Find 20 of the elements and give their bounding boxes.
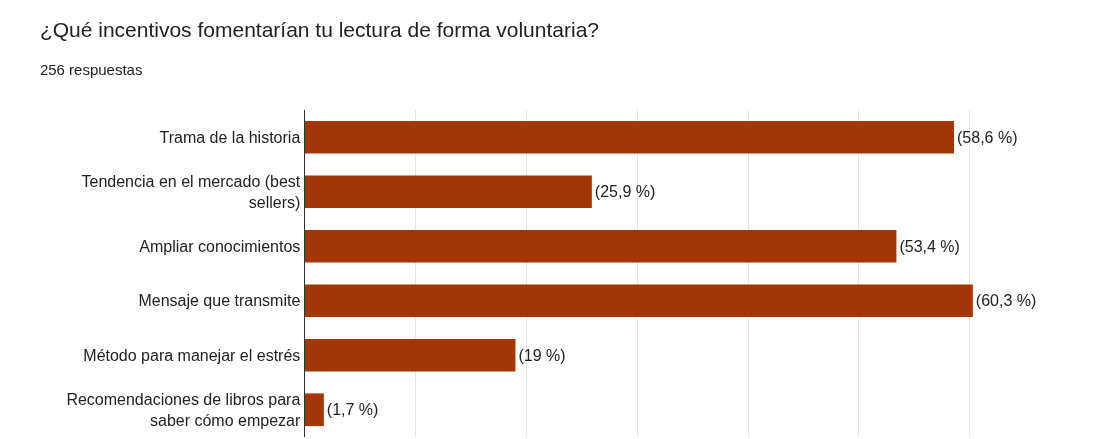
data-label: (53,4 %) bbox=[899, 237, 960, 255]
y-tick-label: Mensaje que transmite bbox=[138, 292, 301, 310]
chart-title: ¿Qué incentivos fomentarían tu lectura de forma voluntaria? bbox=[39, 17, 600, 41]
text: 256 respuestas bbox=[39, 61, 143, 79]
bar bbox=[305, 120, 955, 154]
data-label: (58,6 %) bbox=[957, 128, 1018, 146]
y-tick-label: Recomendaciones de libros para saber cómo empezar bbox=[66, 390, 301, 429]
data-label: (19 %) bbox=[518, 346, 566, 364]
bar bbox=[305, 284, 973, 318]
data-label: (60,3 %) bbox=[975, 292, 1037, 310]
y-tick-label: Tendencia en el mercado (best sellers) bbox=[81, 172, 301, 211]
data-label: (1,7 %) bbox=[326, 401, 379, 419]
bar bbox=[305, 175, 592, 209]
y-tick-label: Ampliar conocimientos bbox=[139, 237, 301, 255]
bar bbox=[305, 338, 516, 372]
y-tick-label: Trama de la historia bbox=[159, 128, 301, 146]
data-label: (25,9 %) bbox=[594, 183, 656, 201]
bar bbox=[305, 229, 897, 263]
bar bbox=[305, 393, 324, 427]
y-tick-label: Método para manejar el estrés bbox=[83, 346, 301, 364]
